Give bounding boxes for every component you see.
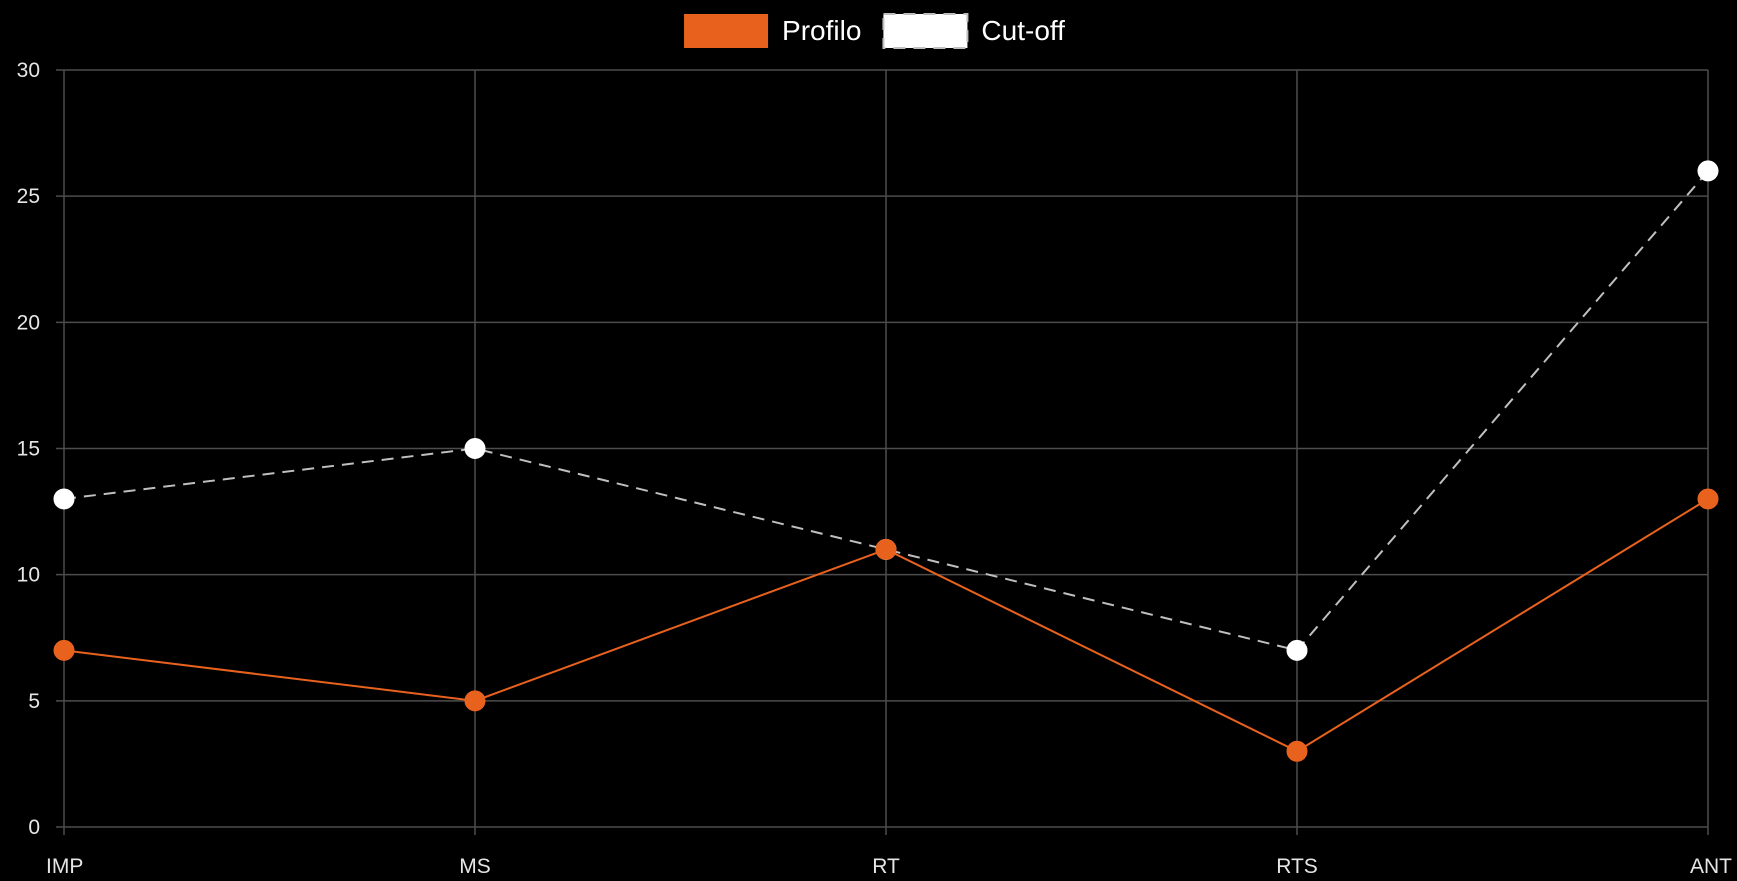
series-line	[63, 170, 1709, 652]
y-tick-label: 30	[17, 59, 40, 82]
x-tick-label: RT	[872, 855, 900, 878]
legend-swatch	[684, 14, 769, 48]
legend: Profilo Cut-off	[684, 13, 1065, 49]
legend-item-cut-off[interactable]: Cut-off	[882, 13, 1065, 49]
data-point[interactable]	[53, 488, 75, 510]
series-profilo	[53, 488, 1719, 762]
x-tick-label: MS	[459, 855, 491, 878]
data-point[interactable]	[1286, 740, 1308, 762]
data-point[interactable]	[875, 538, 897, 560]
y-tick-label: 5	[28, 690, 40, 713]
data-point[interactable]	[53, 639, 75, 661]
legend-label: Cut-off	[981, 15, 1065, 46]
x-tick-label: IMP	[46, 855, 83, 878]
x-tick-label: ANT	[1690, 855, 1732, 878]
y-tick-label: 15	[17, 438, 40, 461]
data-point[interactable]	[464, 438, 486, 459]
axis-labels: 0 5 10 15 20 25 30 IMP MS RT RTS ANT	[17, 59, 1733, 878]
grid-layer	[56, 69, 1709, 835]
data-point[interactable]	[1697, 488, 1719, 510]
legend-swatch	[882, 13, 969, 49]
data-point[interactable]	[1286, 639, 1308, 661]
legend-item-profilo[interactable]: Profilo	[684, 14, 861, 48]
y-tick-label: 10	[17, 564, 40, 587]
series-layer	[53, 160, 1719, 762]
data-point[interactable]	[464, 690, 486, 712]
series-cut-off	[53, 160, 1719, 661]
y-tick-label: 25	[17, 185, 40, 208]
x-tick-label: RTS	[1276, 855, 1318, 878]
data-point[interactable]	[1697, 160, 1719, 182]
y-tick-label: 20	[17, 311, 40, 334]
y-tick-label: 0	[28, 816, 40, 839]
legend-label: Profilo	[782, 15, 861, 46]
